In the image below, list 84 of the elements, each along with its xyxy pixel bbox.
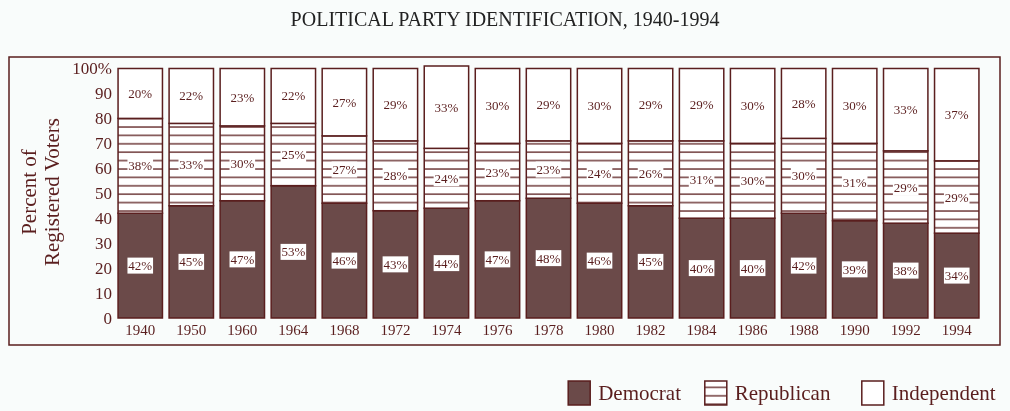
x-tick-label: 1960 — [227, 322, 258, 338]
data-label: 20% — [128, 86, 153, 101]
data-label: 27% — [332, 162, 357, 178]
y-tick-label: 10 — [95, 284, 112, 303]
data-label: 47% — [485, 251, 510, 267]
data-label: 29% — [893, 179, 918, 195]
data-label: 29% — [689, 97, 714, 113]
x-tick-label: 1940 — [125, 322, 156, 338]
y-tick-label: 80 — [95, 109, 112, 129]
data-label: 30% — [740, 98, 765, 114]
data-label: 23% — [230, 89, 255, 105]
data-label: 34% — [944, 268, 969, 284]
data-label: 42% — [791, 258, 816, 274]
data-label: 30% — [740, 173, 765, 189]
y-tick-label: 100% — [72, 59, 112, 79]
data-label: 45% — [638, 254, 663, 270]
y-tick-label: 60 — [95, 159, 112, 179]
data-label: 45% — [179, 254, 204, 270]
data-label: 40% — [689, 260, 714, 276]
data-label: 30% — [791, 168, 816, 184]
data-label: 27% — [332, 94, 357, 110]
legend-label: Republican — [734, 381, 831, 406]
data-label: 33% — [434, 99, 459, 115]
y-tick-label: 40 — [95, 209, 112, 229]
x-tick-label: 1978 — [533, 322, 564, 338]
data-label: 47% — [230, 251, 255, 267]
data-label: 48% — [536, 250, 561, 266]
x-tick-label: 1964 — [278, 322, 309, 338]
x-tick-label: 1950 — [176, 322, 207, 338]
data-label: 37% — [944, 107, 969, 123]
chart-title: POLITICAL PARTY IDENTIFICATION, 1940-1994 — [290, 8, 720, 30]
data-label: 30% — [485, 98, 510, 114]
legend-label: Independent — [891, 381, 996, 406]
y-tick-label: 70 — [95, 134, 112, 154]
data-label: 30% — [230, 155, 255, 171]
x-tick-label: 1980 — [584, 322, 615, 338]
y-tick-label: 20 — [95, 259, 112, 279]
y-tick-label: 90 — [95, 84, 112, 104]
x-tick-label: 1994 — [941, 322, 973, 338]
x-tick-label: 1990 — [839, 322, 870, 338]
y-tick-label: 30 — [95, 234, 112, 254]
data-label: 26% — [638, 165, 663, 181]
data-label: 29% — [536, 97, 561, 113]
data-label: 33% — [893, 102, 918, 118]
x-tick-label: 1986 — [737, 322, 769, 338]
data-label: 24% — [587, 165, 612, 181]
data-label: 28% — [791, 95, 816, 111]
data-label: 43% — [383, 256, 408, 272]
data-label: 30% — [587, 98, 612, 114]
y-tick-label: 0 — [103, 308, 112, 328]
data-label: 53% — [281, 244, 306, 260]
x-tick-label: 1988 — [788, 322, 819, 338]
data-label: 29% — [638, 97, 663, 113]
data-label: 38% — [893, 263, 918, 279]
y-axis-title: Percent of Registered Voters — [16, 118, 64, 266]
x-tick-label: 1992 — [890, 322, 921, 338]
data-label: 23% — [536, 162, 561, 178]
data-label: 46% — [332, 253, 357, 269]
x-tick-label: 1972 — [380, 322, 411, 338]
data-label: 29% — [383, 97, 408, 113]
x-tick-label: 1968 — [329, 322, 360, 338]
data-label: 24% — [434, 170, 459, 186]
x-tick-label: 1976 — [482, 322, 513, 338]
data-label: 33% — [179, 157, 204, 173]
data-label: 28% — [383, 168, 408, 184]
x-tick-label: 1974 — [431, 322, 462, 338]
data-label: 22% — [281, 88, 306, 104]
data-label: 22% — [179, 88, 204, 104]
x-tick-label: 1984 — [686, 322, 718, 338]
data-label: 44% — [434, 255, 459, 271]
x-tick-label: 1982 — [635, 322, 666, 338]
data-label: 31% — [689, 172, 714, 188]
data-label: 30% — [842, 98, 867, 114]
data-label: 25% — [281, 147, 306, 163]
data-label: 42% — [128, 258, 153, 274]
y-tick-label: 50 — [95, 184, 112, 204]
data-label: 38% — [128, 158, 153, 174]
data-label: 39% — [842, 261, 867, 277]
legend-label: Democrat — [598, 381, 682, 406]
data-label: 40% — [740, 260, 765, 276]
data-label: 31% — [842, 174, 867, 190]
data-label: 46% — [587, 253, 612, 269]
data-label: 23% — [485, 164, 510, 180]
data-label: 29% — [944, 189, 969, 205]
